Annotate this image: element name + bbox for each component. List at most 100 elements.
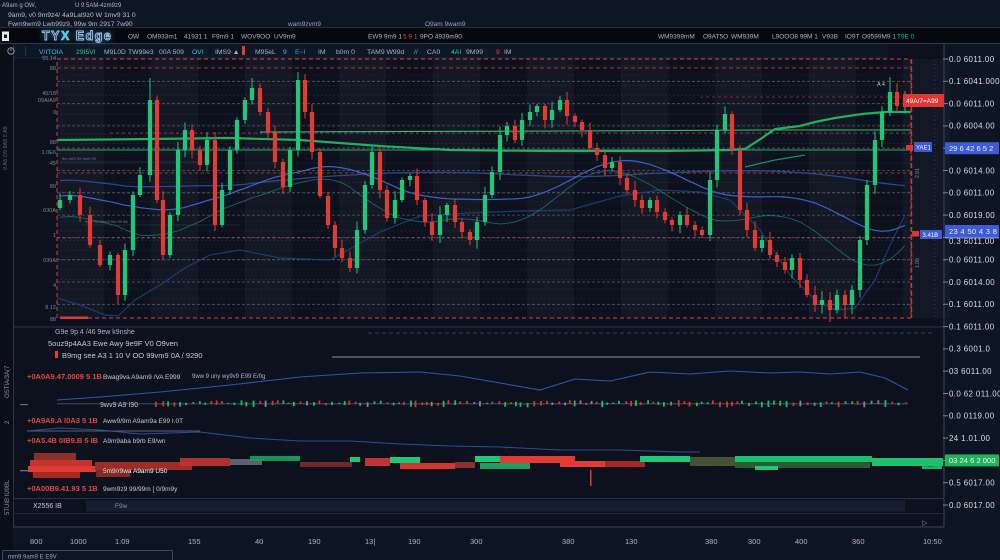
svg-text:0.0 6017.00: 0.0 6017.00 — [949, 501, 995, 510]
svg-text:9PO 4939m90: 9PO 4939m90 — [420, 34, 462, 41]
svg-text:OW: OW — [128, 34, 140, 41]
svg-text:Bwag9va A9am9 /VA E999: Bwag9va A9am9 /VA E999 — [103, 374, 181, 381]
svg-text:A9am g OW,: A9am g OW, — [2, 3, 36, 9]
svg-text:T9E 0: T9E 0 — [897, 34, 915, 41]
svg-text:L9OOO8 99M 1: L9OOO8 99M 1 — [772, 34, 818, 41]
svg-text:0.1 6011.00: 0.1 6011.00 — [949, 300, 995, 309]
svg-text:UV9m9: UV9m9 — [274, 34, 296, 41]
svg-text:YAE1: YAE1 — [916, 146, 932, 152]
svg-text:b0m 0: b0m 0 — [336, 49, 355, 56]
svg-text:A 4: A 4 — [877, 82, 885, 88]
svg-text:03 6011.00: 03 6011.00 — [949, 367, 992, 376]
svg-text:IM: IM — [504, 49, 512, 56]
svg-text:+0A5.4B 0IB9.B 5 IB: +0A5.4B 0IB9.B 5 IB — [27, 436, 99, 445]
svg-text:0.0 6011.00: 0.0 6011.00 — [949, 256, 995, 265]
svg-text:+0A00B9.41.93 5 1B: +0A00B9.41.93 5 1B — [27, 484, 98, 493]
svg-text:030A: 030A — [43, 208, 56, 214]
svg-text:0.0 6011.00: 0.0 6011.00 — [949, 99, 995, 108]
svg-text:B9mg see A3 1 10 V OO 99vm9 0A: B9mg see A3 1 10 V OO 99vm9 0A / 9290 — [62, 351, 203, 360]
svg-text:0.3 6011.00: 0.3 6011.00 — [949, 237, 995, 246]
svg-text:9am9, v0 9m9z4/ 4a9Lat9z0 W 1m: 9am9, v0 9m9z4/ 4a9Lat9z0 W 1mv9 31 0 — [8, 12, 136, 19]
svg-text:0.1 6011.00: 0.1 6011.00 — [949, 322, 995, 331]
svg-text:V93B: V93B — [822, 34, 838, 41]
svg-text:9: 9 — [496, 49, 500, 56]
svg-text:V/ITOIA: V/ITOIA — [39, 49, 64, 56]
svg-text:O9am 9wam9: O9am 9wam9 — [425, 21, 466, 28]
svg-text:0.1 6041.000: 0.1 6041.000 — [949, 77, 1000, 86]
svg-text:5TUIB IU9BL: 5TUIB IU9BL — [5, 479, 11, 515]
svg-text:41931 1: 41931 1 — [184, 34, 208, 41]
svg-text:88: 88 — [50, 140, 56, 146]
svg-text:1: 1 — [53, 233, 56, 239]
svg-text:WM9399mM: WM9399mM — [658, 34, 695, 41]
svg-text:0.0 6004.00: 0.0 6004.00 — [949, 122, 995, 131]
svg-text:WM939M: WM939M — [731, 34, 759, 41]
svg-text:▷: ▷ — [922, 520, 928, 527]
svg-text:380: 380 — [562, 537, 575, 546]
svg-text:89: 89 — [50, 184, 56, 190]
svg-text:00A 509: 00A 509 — [159, 49, 184, 56]
svg-text:88: 88 — [50, 317, 56, 323]
svg-text:09A/A9: 09A/A9 — [38, 98, 56, 104]
svg-text:TAM9 W99d: TAM9 W99d — [367, 49, 404, 56]
svg-text:—: — — [20, 400, 28, 409]
svg-text:—: — — [20, 466, 28, 475]
svg-text:2: 2 — [5, 420, 11, 424]
svg-text:9M99: 9M99 — [466, 49, 483, 56]
svg-text:400: 400 — [795, 537, 808, 546]
svg-text:OSTIA/3A(7: OSTIA/3A(7 — [5, 365, 11, 398]
svg-text:TW99e3: TW99e3 — [128, 49, 154, 56]
svg-text:M95eL: M95eL — [255, 49, 276, 56]
svg-text:0.3 6001.0: 0.3 6001.0 — [949, 345, 991, 354]
svg-text:0.5 6017.00: 0.5 6017.00 — [949, 479, 995, 488]
svg-text:1.09: 1.09 — [915, 258, 921, 268]
svg-text:9: 9 — [283, 49, 287, 56]
svg-text:F9w: F9w — [115, 503, 128, 510]
svg-text:Aww9/9m A9am9a E99 I.0T: Aww9/9m A9am9a E99 I.0T — [103, 418, 183, 425]
svg-text:mm9 9am9 E E9V: mm9 9am9 E E9V — [8, 555, 57, 560]
svg-text:29 6 42 6 5 2: 29 6 42 6 5 2 — [949, 144, 993, 153]
svg-text:300: 300 — [470, 537, 483, 546]
svg-text:0.0 62 011.00: 0.0 62 011.00 — [949, 389, 1000, 398]
svg-text:Fwm9wm9 Lwb99z9, 99w 9m 2917 7: Fwm9wm9 Lwb99z9, 99w 9m 2917 7w90 — [8, 21, 133, 28]
svg-text:+0A0A9.47.0009 5 1B: +0A0A9.47.0009 5 1B — [27, 372, 102, 381]
svg-text:9wv9 A9 I90: 9wv9 A9 I90 — [100, 402, 138, 409]
svg-text://: // — [414, 49, 418, 56]
svg-text:24 1.01.00: 24 1.01.00 — [949, 434, 991, 443]
svg-text:OVI: OVI — [192, 49, 204, 56]
svg-text:G9e 9p 4 /46 9ew k9nshe: G9e 9p 4 /46 9ew k9nshe — [55, 329, 135, 336]
svg-text:1.0E6: 1.0E6 — [42, 150, 56, 156]
svg-text:10:50: 10:50 — [923, 537, 942, 546]
svg-text:4AI: 4AI — [451, 49, 461, 56]
svg-text:45/18: 45/18 — [42, 91, 56, 97]
svg-text:155: 155 — [188, 537, 201, 546]
svg-text:360: 360 — [852, 537, 865, 546]
svg-text:45: 45 — [50, 161, 56, 167]
svg-text:03 24 6 2 000: 03 24 6 2 000 — [949, 456, 995, 465]
svg-text:F9m9 1: F9m9 1 — [212, 34, 234, 41]
svg-text:29I5VI: 29I5VI — [76, 49, 96, 56]
svg-text:5 9 1: 5 9 1 — [403, 34, 418, 41]
svg-text:190: 190 — [408, 537, 421, 546]
svg-text:23 4 50 4 3 8: 23 4 50 4 3 8 — [949, 227, 997, 236]
svg-text:O9599M9 1: O9599M9 1 — [862, 34, 896, 41]
svg-text:9ww 9 uny wy9v9 E99 E/0g: 9ww 9 uny wy9v9 E99 E/0g — [192, 374, 265, 380]
svg-text:380: 380 — [705, 537, 718, 546]
svg-text:A9m9aba b9rb E9/wn: A9m9aba b9rb E9/wn — [103, 438, 166, 445]
svg-text:E~I: E~I — [295, 49, 306, 56]
svg-text:X2556 IB: X2556 IB — [33, 503, 62, 510]
svg-text:40: 40 — [255, 537, 263, 546]
svg-text:OM933m1: OM933m1 — [147, 34, 178, 41]
svg-text:M9L0D: M9L0D — [104, 49, 126, 56]
svg-text:0: 0 — [53, 110, 56, 116]
svg-text:5m9/r9wa A9am9 U50: 5m9/r9wa A9am9 U50 — [103, 468, 168, 475]
svg-text:EW9 9m9 1: EW9 9m9 1 — [368, 34, 402, 41]
svg-text:0.0 6011.00: 0.0 6011.00 — [949, 55, 995, 64]
svg-text:9m9 9A 99m9 9m 99 9A: 9m9 9A 99m9 9m 99 9A — [85, 219, 128, 224]
svg-text:5m9/r9wa A9am9 U50: 5m9/r9wa A9am9 U50 — [103, 468, 168, 475]
svg-text:49A/7=A99: 49A/7=A99 — [906, 98, 939, 105]
svg-text:9wm9z9 99/99m [ 0/9m9y: 9wm9z9 99/99m [ 0/9m9y — [103, 486, 178, 493]
svg-text:WOV9OO: WOV9OO — [241, 34, 270, 41]
svg-text:3.41B: 3.41B — [923, 233, 939, 239]
svg-text:0.0 6011.00: 0.0 6011.00 — [949, 189, 995, 198]
